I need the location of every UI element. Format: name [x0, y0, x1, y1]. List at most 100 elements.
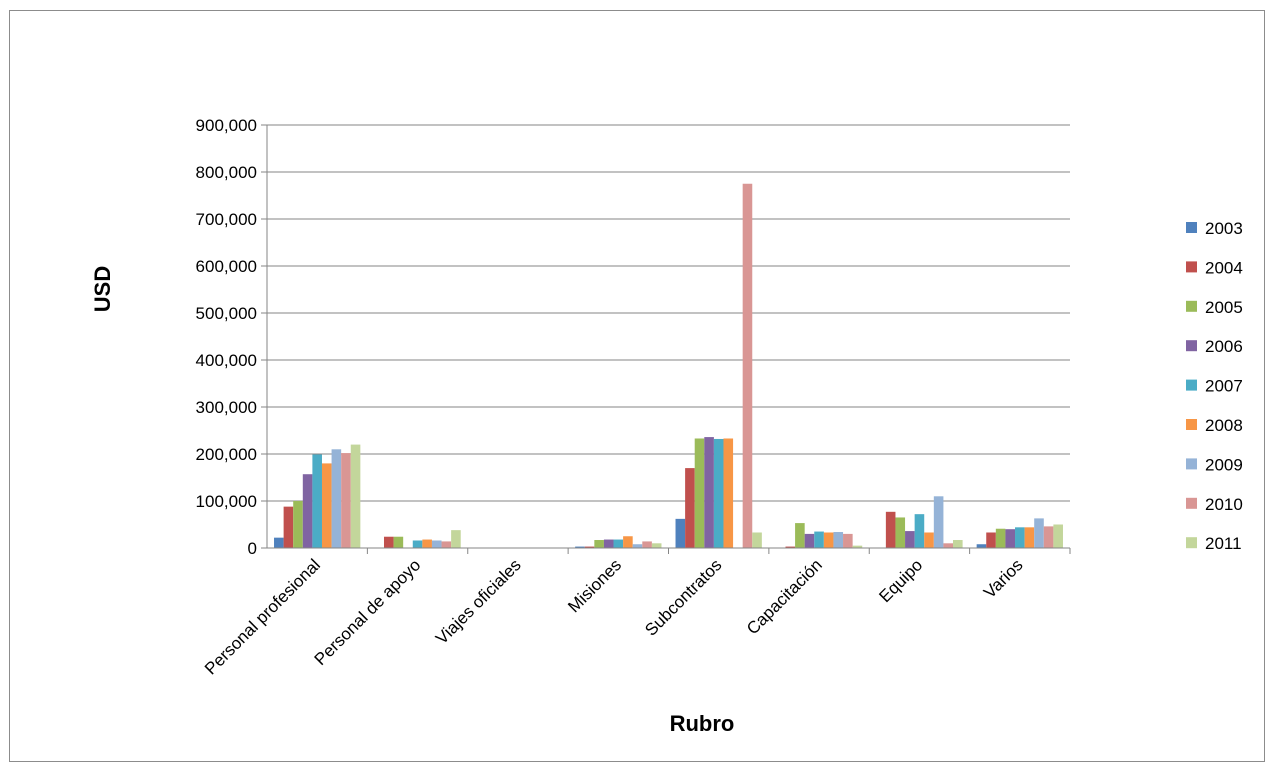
legend-label: 2007 — [1205, 377, 1243, 396]
legend-label: 2008 — [1205, 416, 1243, 435]
bar-2007 — [814, 531, 824, 548]
y-tick-label: 100,000 — [196, 492, 257, 511]
axes — [266, 125, 1070, 549]
bar-2010 — [441, 541, 452, 548]
y-tick-label: 600,000 — [196, 257, 257, 276]
bar-2010 — [843, 533, 853, 548]
bar-2003 — [274, 537, 284, 548]
bar-2008 — [1024, 527, 1035, 548]
legend-swatch-2005 — [1186, 300, 1197, 312]
x-tick-label: Personal de apoyo — [311, 555, 425, 669]
bar-2007 — [312, 454, 322, 548]
x-tick-label: Personal profesional — [201, 555, 324, 678]
legend-label: 2003 — [1205, 219, 1243, 238]
bar-2005 — [293, 501, 303, 548]
bar-2007 — [914, 514, 925, 548]
x-tick-label: Viajes oficiales — [432, 555, 525, 648]
bar-2010 — [943, 543, 954, 548]
bar-2011 — [651, 543, 662, 548]
bar-2005 — [895, 517, 906, 548]
gridlines — [267, 124, 1070, 502]
bar-2011 — [752, 532, 762, 548]
bar-2009 — [632, 544, 643, 548]
legend-label: 2011 — [1205, 534, 1242, 553]
bar-2007 — [613, 539, 624, 548]
bar-2010 — [642, 541, 652, 548]
bar-2010 — [742, 183, 753, 548]
bars — [274, 183, 1063, 548]
y-axis-title: USD — [90, 266, 115, 312]
y-tick-label: 900,000 — [196, 116, 257, 135]
legend-swatch-2009 — [1186, 458, 1197, 470]
bar-2006 — [905, 531, 915, 548]
legend-label: 2004 — [1205, 258, 1243, 277]
legend-label: 2010 — [1205, 495, 1243, 514]
bar-2005 — [594, 540, 604, 548]
bar-2011 — [852, 545, 863, 548]
bar-2004 — [986, 532, 996, 548]
x-tick-label: Misiones — [564, 555, 625, 616]
legend-label: 2005 — [1205, 298, 1243, 317]
bar-2008 — [422, 539, 432, 548]
bar-2006 — [603, 539, 614, 548]
chart-frame — [9, 10, 1265, 762]
x-tick-label: Equipo — [875, 555, 926, 606]
legend-swatch-2010 — [1186, 497, 1197, 509]
bar-2009 — [331, 449, 342, 548]
bar-2003 — [675, 518, 686, 548]
legend-swatch-2008 — [1186, 419, 1197, 430]
legend: 2003 2004 2005 2006 2007 2008 2009 2010 2011 — [1186, 219, 1243, 553]
x-tick-label: Subcontratos — [641, 555, 725, 639]
x-tick-label: Varios — [980, 555, 1027, 602]
bar-2005 — [795, 523, 805, 548]
bar-2011 — [451, 530, 461, 548]
x-tick-label: Capacitación — [743, 555, 826, 638]
bar-2010 — [341, 453, 351, 548]
bar-2004 — [383, 536, 394, 548]
bar-2004 — [685, 468, 695, 548]
bar-2006 — [1005, 529, 1016, 548]
bar-2009 — [833, 532, 844, 548]
y-tick-label: 0 — [248, 539, 257, 558]
bar-2005 — [393, 536, 404, 548]
legend-swatch-2007 — [1186, 379, 1197, 391]
bar-2008 — [823, 532, 834, 548]
bar-2004 — [584, 546, 595, 548]
y-tick-label: 200,000 — [196, 445, 257, 464]
bar-2008 — [924, 532, 934, 548]
bar-2006 — [804, 533, 815, 548]
y-tick-label: 400,000 — [196, 351, 257, 370]
bar-2007 — [1015, 527, 1025, 548]
legend-swatch-2011 — [1186, 537, 1197, 549]
legend-swatch-2003 — [1186, 222, 1197, 233]
legend-label: 2006 — [1205, 337, 1243, 356]
bar-2008 — [623, 536, 633, 548]
bar-2009 — [431, 540, 442, 548]
y-tick-label: 800,000 — [196, 163, 257, 182]
bar-2003 — [976, 544, 987, 548]
bar-2011 — [350, 444, 361, 548]
bar-2007 — [412, 540, 423, 548]
bar-2009 — [933, 496, 944, 548]
bar-2003 — [575, 546, 585, 548]
legend-label: 2009 — [1205, 455, 1243, 474]
bar-2009 — [1034, 518, 1044, 548]
bar-2006 — [302, 474, 313, 548]
bar-2005 — [995, 528, 1006, 548]
x-axis-title: Rubro — [670, 711, 735, 736]
bar-2008 — [321, 463, 332, 548]
bar-2007 — [713, 438, 724, 548]
bar-2004 — [283, 506, 294, 548]
bar-2004 — [785, 546, 796, 548]
y-tick-label: 700,000 — [196, 210, 257, 229]
bar-2008 — [723, 438, 734, 548]
y-tick-label: 500,000 — [196, 304, 257, 323]
bar-2006 — [704, 437, 714, 548]
bar-2011 — [953, 540, 963, 548]
legend-swatch-2004 — [1186, 261, 1197, 273]
y-tick-label: 300,000 — [196, 398, 257, 417]
bar-2010 — [1043, 526, 1054, 548]
bar-2005 — [694, 438, 705, 548]
